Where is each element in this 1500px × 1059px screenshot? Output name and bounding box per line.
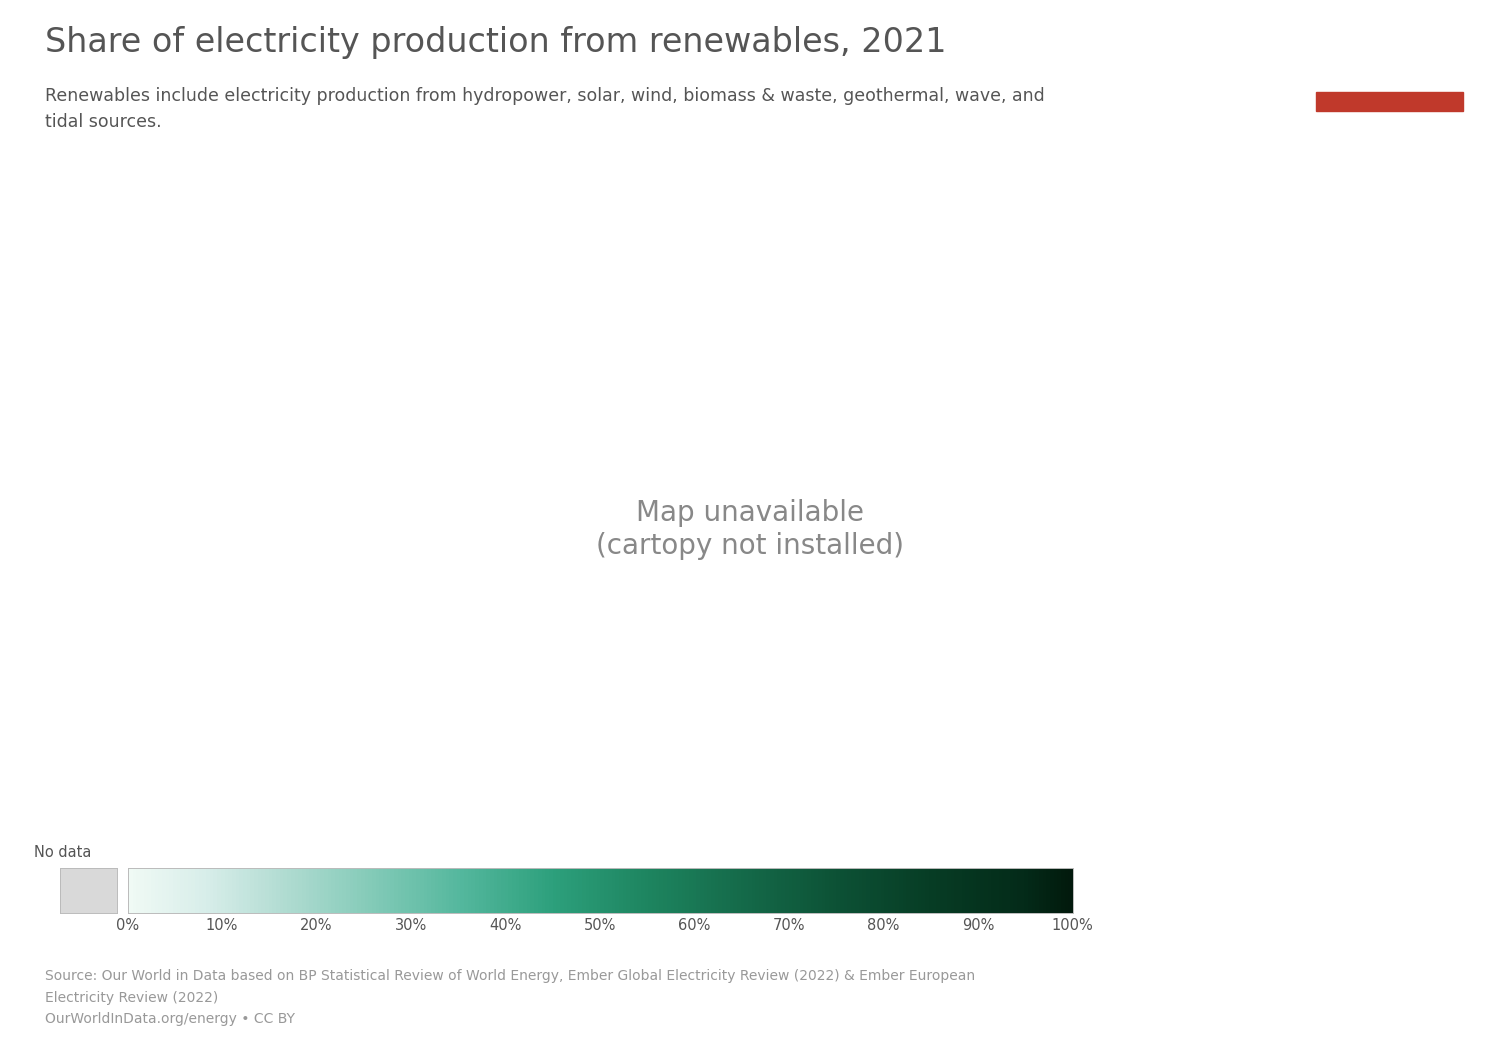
Text: in Data: in Data bbox=[1360, 66, 1418, 79]
Bar bbox=[1316, 92, 1462, 111]
Text: Map unavailable
(cartopy not installed): Map unavailable (cartopy not installed) bbox=[596, 499, 904, 560]
Text: Source: Our World in Data based on BP Statistical Review of World Energy, Ember : Source: Our World in Data based on BP St… bbox=[45, 969, 975, 1026]
Text: Our World: Our World bbox=[1350, 36, 1428, 50]
Text: tidal sources.: tidal sources. bbox=[45, 113, 162, 131]
Text: Renewables include electricity production from hydropower, solar, wind, biomass : Renewables include electricity productio… bbox=[45, 87, 1044, 105]
Text: No data: No data bbox=[34, 845, 92, 860]
Text: Share of electricity production from renewables, 2021: Share of electricity production from ren… bbox=[45, 26, 946, 59]
